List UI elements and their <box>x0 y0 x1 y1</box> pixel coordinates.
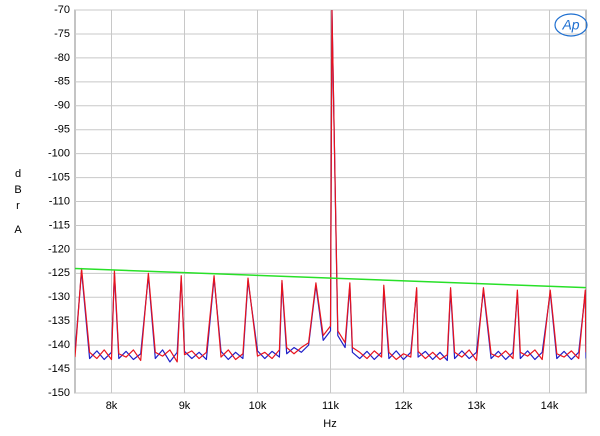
y-tick-label: -90 <box>54 100 70 112</box>
x-axis-label: Hz <box>323 418 336 430</box>
y-tick-label: -85 <box>54 76 70 88</box>
y-axis-label: B <box>14 184 21 196</box>
y-tick-label: -125 <box>48 267 70 279</box>
y-tick-label: -105 <box>48 171 70 183</box>
y-axis-label: d <box>15 168 21 180</box>
x-tick-label: 12k <box>395 400 413 412</box>
y-tick-label: -150 <box>48 387 70 399</box>
y-tick-label: -100 <box>48 148 70 160</box>
y-axis-label: A <box>14 224 22 236</box>
logo: Ap <box>561 17 579 33</box>
y-tick-label: -120 <box>48 243 70 255</box>
x-tick-label: 13k <box>468 400 486 412</box>
y-tick-label: -70 <box>54 4 70 16</box>
x-tick-label: 9k <box>179 400 191 412</box>
y-tick-label: -145 <box>48 363 70 375</box>
y-tick-label: -115 <box>49 219 70 231</box>
x-tick-label: 10k <box>249 400 267 412</box>
x-tick-label: 14k <box>541 400 559 412</box>
series-line <box>75 10 586 363</box>
y-tick-label: -75 <box>54 28 70 40</box>
series-line <box>75 267 586 289</box>
y-tick-label: -95 <box>54 124 70 136</box>
y-tick-label: -140 <box>48 339 70 351</box>
x-tick-label: 8k <box>106 400 118 412</box>
y-tick-label: -135 <box>48 315 70 327</box>
y-axis-label: r <box>16 200 20 212</box>
logo-ring <box>554 13 588 37</box>
y-tick-label: -80 <box>54 52 70 64</box>
x-tick-label: 11k <box>322 400 339 412</box>
y-tick-label: -130 <box>48 291 70 303</box>
y-tick-label: -110 <box>49 195 70 207</box>
